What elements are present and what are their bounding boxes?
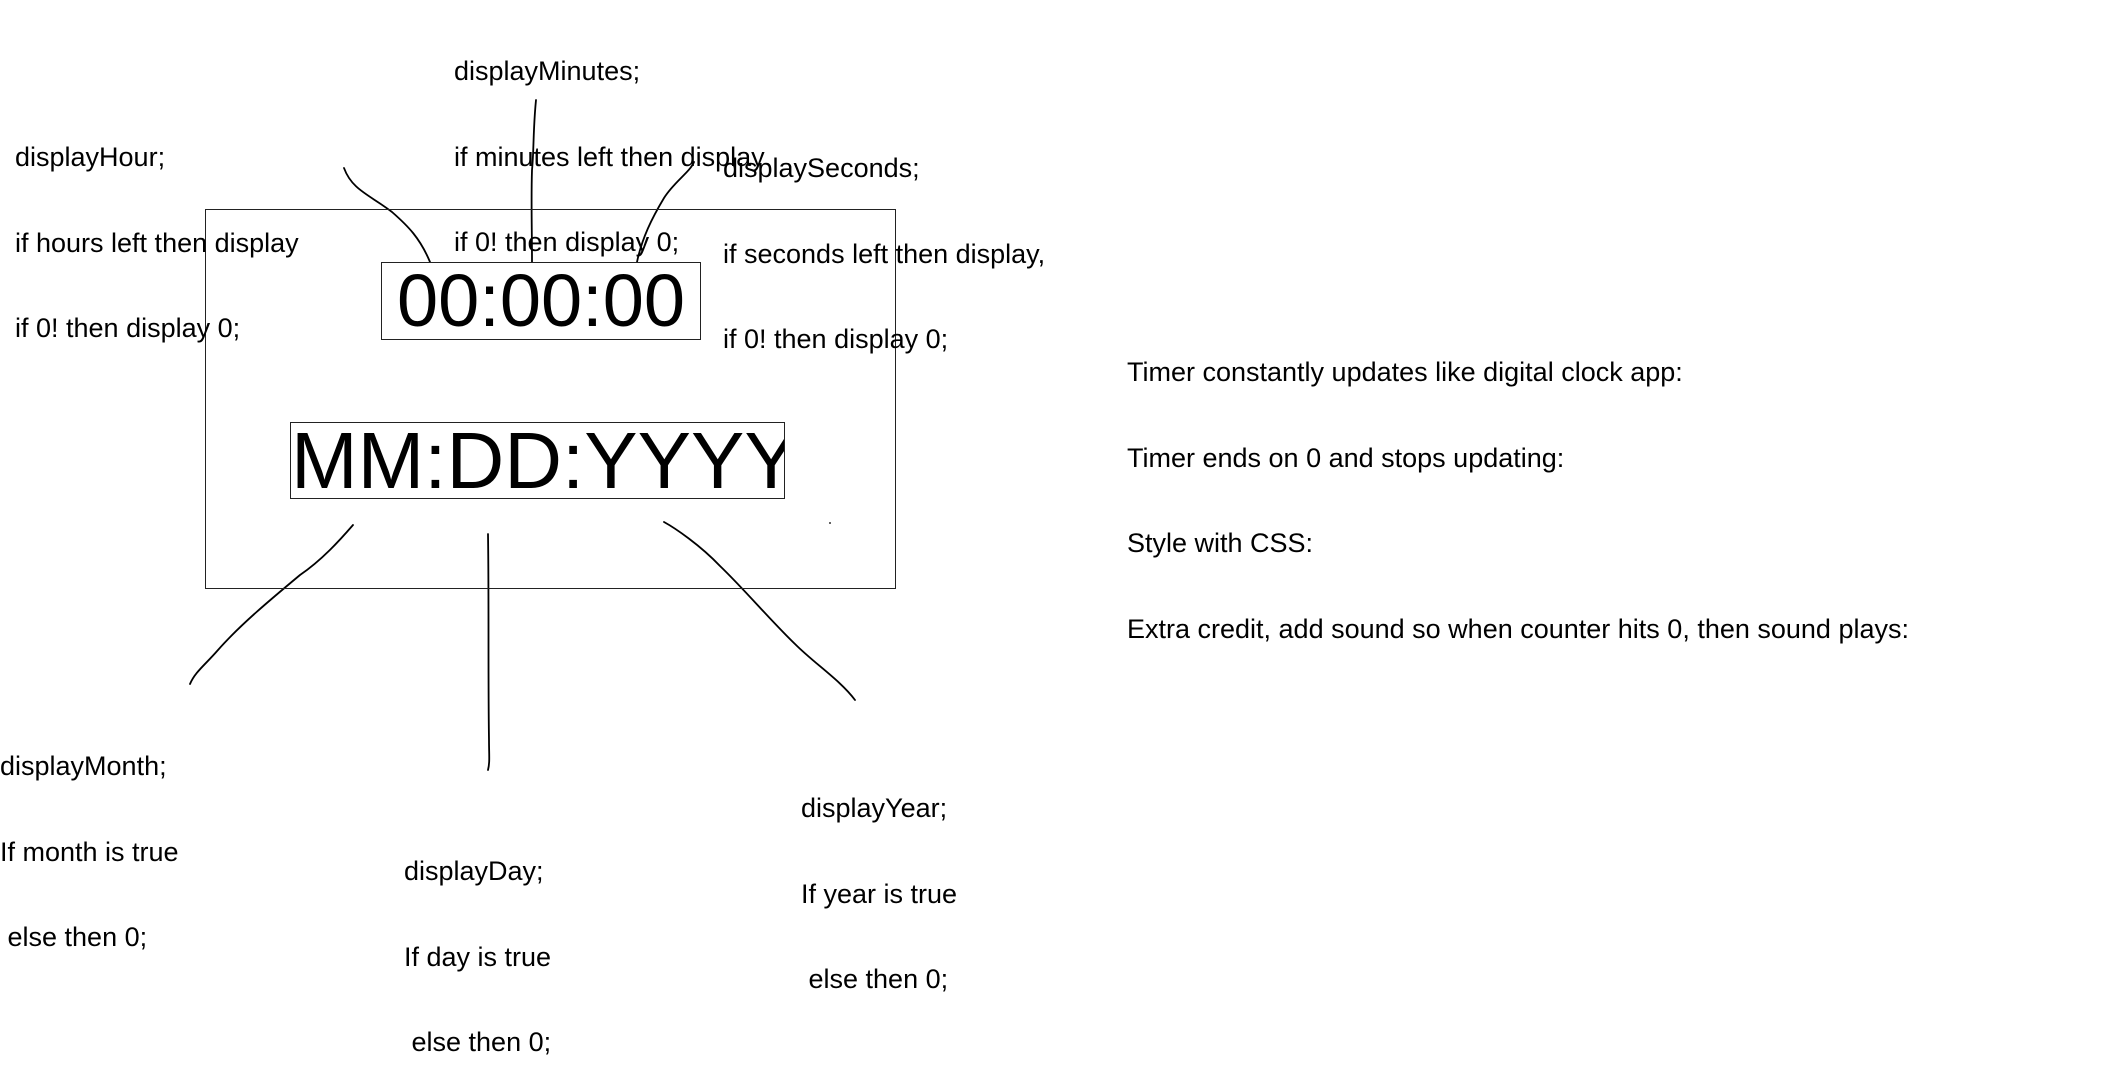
seconds-connector [636, 161, 695, 263]
stray-mark [829, 522, 831, 524]
year-annotation-line: displayYear; [801, 793, 948, 823]
requirement-item: Style with CSS: [1127, 528, 1314, 558]
month-annotation-line: else then 0; [0, 922, 148, 952]
hour-connector [343, 167, 431, 263]
timer-display: 00:00:00 [381, 262, 701, 340]
hour-annotation-line: if 0! then display 0; [15, 313, 241, 343]
year-annotation: displayYear; If year is true else then 0… [801, 737, 957, 1022]
minutes-annotation-line: if 0! then display 0; [454, 227, 680, 257]
minutes-annotation: displayMinutes; if minutes left then dis… [454, 0, 765, 285]
year-annotation-line: else then 0; [801, 964, 949, 994]
year-annotation-line: If year is true [801, 878, 958, 909]
seconds-annotation-line: if 0! then display 0; [723, 324, 949, 354]
requirement-item: Extra credit, add sound so when counter … [1127, 613, 1909, 644]
requirement-item: Timer ends on 0 and stops updating: [1127, 442, 1565, 473]
day-annotation-line: else then 0; [404, 1027, 552, 1057]
hour-annotation: displayHour; if hours left then display … [15, 86, 299, 371]
year-connector [663, 521, 856, 701]
requirement-item: Timer constantly updates like digital cl… [1127, 357, 1683, 387]
month-annotation-line: If month is true [0, 836, 179, 867]
month-annotation: displayMonth; If month is true else then… [0, 695, 179, 980]
seconds-annotation-line: if seconds left then display, [723, 238, 1046, 269]
day-annotation-line: If day is true [404, 941, 552, 972]
hour-annotation-line: displayHour; [15, 142, 166, 172]
clock-frame [205, 209, 896, 589]
month-connector [189, 524, 354, 685]
minutes-connector [530, 99, 537, 263]
seconds-annotation-line: displaySeconds; [723, 153, 920, 183]
date-display: MM:DD:YYYY [290, 422, 785, 499]
day-annotation-line: displayDay; [404, 856, 544, 886]
day-connector [487, 533, 491, 771]
month-annotation-line: displayMonth; [0, 751, 167, 781]
requirements-list: Timer constantly updates like digital cl… [1127, 301, 1909, 672]
minutes-annotation-line: displayMinutes; [454, 56, 641, 86]
day-annotation: displayDay; If day is true else then 0; [404, 800, 551, 1085]
minutes-annotation-line: if minutes left then display [454, 141, 765, 172]
connector-lines [189, 99, 856, 771]
hour-annotation-line: if hours left then display [15, 227, 299, 258]
seconds-annotation: displaySeconds; if seconds left then dis… [723, 97, 1045, 382]
